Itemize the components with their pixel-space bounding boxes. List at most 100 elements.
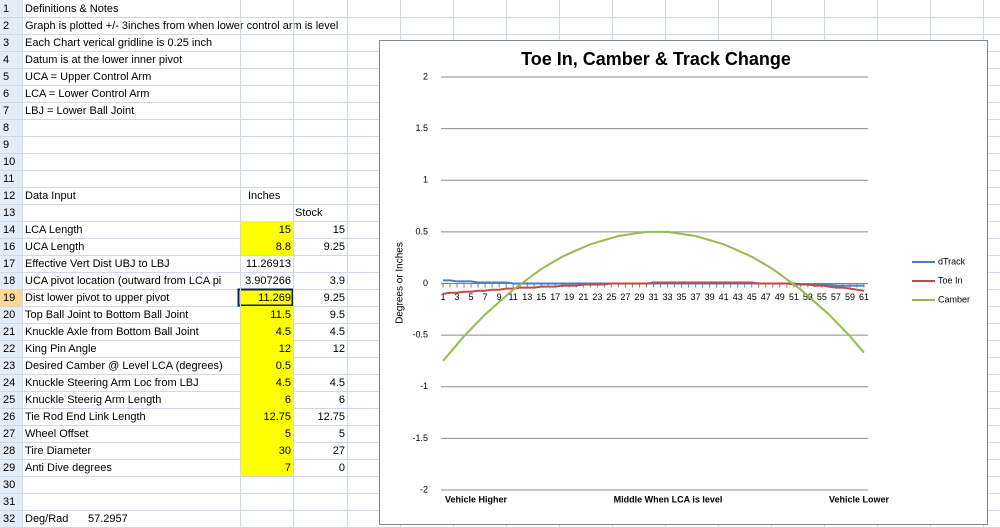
row-number: 4: [3, 54, 9, 66]
cell-label: Tire Diameter: [25, 445, 92, 457]
y-tick-label: 1.5: [415, 123, 428, 133]
row-number: 29: [3, 462, 15, 474]
row-number: 28: [3, 445, 15, 457]
row-number: 12: [3, 190, 15, 202]
row-number: 27: [3, 428, 15, 440]
cell-value: 57.2957: [88, 513, 128, 525]
row-number: 3: [3, 37, 9, 49]
selected-cell: [237, 288, 294, 307]
stock-cell: Stock: [295, 207, 323, 219]
row-number: 31: [3, 496, 15, 508]
stock-cell: 9.25: [324, 241, 345, 253]
annotation: Vehicle Lower: [829, 494, 890, 504]
input-cell: 30: [279, 445, 291, 457]
input-cell: [240, 442, 293, 459]
row-number: 11: [3, 173, 14, 185]
x-tick-label: 61: [859, 292, 869, 302]
cell-label: Anti Dive degrees: [25, 462, 112, 474]
x-tick-label: 55: [817, 292, 827, 302]
stock-cell: 9.5: [330, 309, 345, 321]
x-tick-label: 19: [564, 292, 574, 302]
y-tick-label: -1.5: [412, 433, 428, 443]
stock-cell: 9.25: [324, 292, 345, 304]
row-number: 8: [3, 122, 9, 134]
cell-label: Deg/Rad: [25, 513, 68, 525]
cell-label: UCA pivot location (outward from LCA pi: [25, 275, 221, 287]
row-number: 25: [3, 394, 15, 406]
cell-label: LCA Length: [25, 224, 83, 236]
x-tick-label: 1: [440, 292, 445, 302]
row-number: 20: [3, 309, 15, 321]
x-tick-label: 29: [634, 292, 644, 302]
x-tick-label: 39: [705, 292, 715, 302]
stock-cell: 4.5: [330, 326, 345, 338]
cell-label: LCA = Lower Control Arm: [25, 88, 149, 100]
input-cell: [240, 289, 293, 306]
input-cell: [240, 459, 293, 476]
x-tick-label: 33: [663, 292, 673, 302]
input-cell: [240, 323, 293, 340]
input-cell: 0.5: [276, 360, 291, 372]
row-number: 6: [3, 88, 9, 100]
row-number: 18: [3, 275, 15, 287]
input-cell: 3.907266: [245, 275, 291, 287]
row-number: 17: [3, 258, 15, 270]
x-tick-label: 37: [691, 292, 701, 302]
y-tick-label: 2: [423, 71, 428, 81]
input-cell: 8.8: [276, 241, 291, 253]
x-tick-label: 17: [550, 292, 560, 302]
input-cell: [240, 374, 293, 391]
legend-label: Camber: [938, 294, 970, 304]
cell-label: LBJ = Lower Ball Joint: [25, 105, 134, 117]
x-tick-label: 43: [733, 292, 743, 302]
row-number: 14: [3, 224, 15, 236]
row-number: 19: [3, 292, 15, 304]
stock-cell: 12.75: [317, 411, 345, 423]
cell-label: UCA = Upper Control Arm: [25, 71, 151, 83]
input-cell: [240, 357, 293, 374]
stock-cell: 0: [339, 462, 345, 474]
cell-label: Each Chart verical gridline is 0.25 inch: [25, 37, 212, 49]
cell-label: Datum is at the lower inner pivot: [25, 54, 182, 66]
input-cell: 11.269: [258, 292, 291, 304]
input-cell: 12: [279, 343, 291, 355]
cell-label: Knuckle Steering Arm Loc from LBJ: [25, 377, 199, 389]
input-cell: [240, 221, 293, 238]
cell-label: UCA Length: [25, 241, 84, 253]
x-tick-label: 15: [536, 292, 546, 302]
x-tick-label: 5: [469, 292, 474, 302]
input-cell: [240, 408, 293, 425]
stock-cell: 15: [333, 224, 345, 236]
row-number: 16: [3, 241, 15, 253]
row-header-column: [0, 0, 22, 528]
row-number: 22: [3, 343, 15, 355]
input-cell: [240, 391, 293, 408]
input-cell: 11.26913: [246, 258, 291, 270]
y-axis-label: Degrees or Inches: [395, 242, 406, 324]
x-tick-label: 57: [831, 292, 841, 302]
row-number: 26: [3, 411, 15, 423]
input-cell: [240, 306, 293, 323]
row-number: 5: [3, 71, 9, 83]
legend-label: dTrack: [938, 256, 966, 266]
x-tick-label: 41: [719, 292, 729, 302]
x-tick-label: 49: [775, 292, 785, 302]
cell-label: Desired Camber @ Level LCA (degrees): [25, 360, 223, 372]
cell-label: Dist lower pivot to upper pivot: [25, 292, 169, 304]
cell-label: Data Input: [25, 190, 76, 202]
cell-label: Wheel Offset: [25, 428, 88, 440]
x-tick-label: 27: [620, 292, 630, 302]
legend-label: Toe In: [938, 275, 963, 285]
row-number: 2: [3, 20, 9, 32]
stock-cell: 3.9: [330, 275, 345, 287]
input-cell: 4.5: [276, 326, 291, 338]
input-cell: Inches: [248, 190, 281, 202]
input-cell: 7: [285, 462, 291, 474]
stock-cell: 12: [333, 343, 345, 355]
cell-label: King Pin Angle: [25, 343, 97, 355]
x-tick-label: 25: [606, 292, 616, 302]
x-tick-label: 31: [648, 292, 658, 302]
cell-label: Graph is plotted +/- 3inches from when l…: [25, 20, 338, 32]
series-line: [442, 230, 865, 362]
